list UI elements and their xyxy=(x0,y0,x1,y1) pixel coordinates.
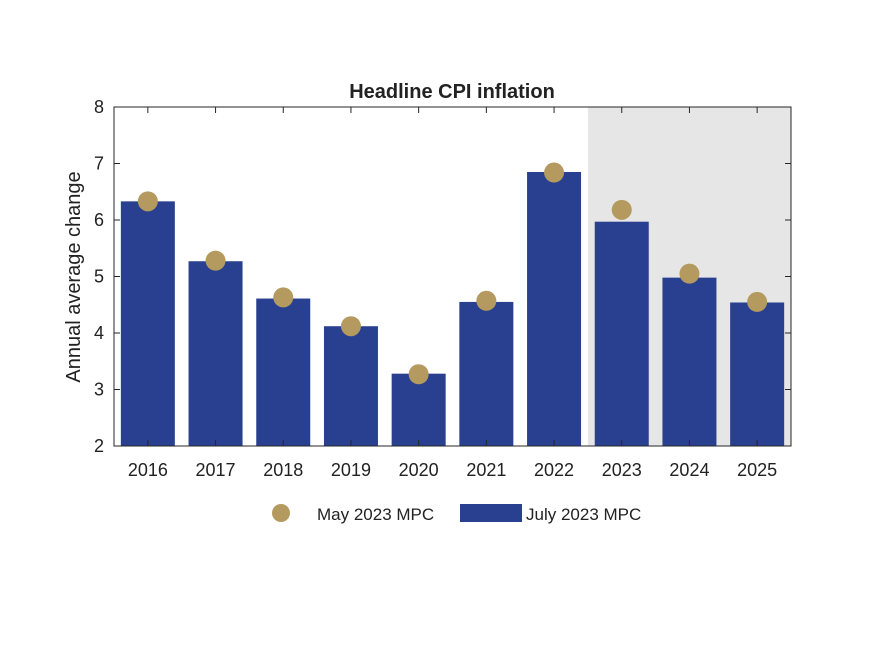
y-tick-label: 2 xyxy=(94,436,104,456)
bar-2016 xyxy=(120,201,175,446)
x-tick-label: 2016 xyxy=(128,460,168,480)
bar-2022 xyxy=(527,171,582,446)
marker-2022 xyxy=(544,162,565,183)
marker-2020 xyxy=(408,364,429,385)
marker-2016 xyxy=(137,191,158,212)
chart-title: Headline CPI inflation xyxy=(349,81,555,103)
bar-2025 xyxy=(730,302,785,446)
legend-swatch-july xyxy=(460,504,522,522)
y-tick-label: 5 xyxy=(94,267,104,287)
marker-2025 xyxy=(747,291,768,312)
legend-label-july: July 2023 MPC xyxy=(526,505,641,524)
y-tick-label: 3 xyxy=(94,380,104,400)
bar-2020 xyxy=(391,373,446,446)
y-tick-label: 7 xyxy=(94,154,104,174)
bar-2017 xyxy=(188,261,243,446)
marker-2019 xyxy=(340,316,361,337)
plot-area: 2 3 4 5 6 7 8 2016 2017 2018 2019 2020 2021 2022 2023 2… xyxy=(94,97,792,480)
x-tick-label: 2018 xyxy=(263,460,303,480)
bar-2019 xyxy=(323,326,378,446)
x-tick-label: 2019 xyxy=(331,460,371,480)
x-tick-label: 2020 xyxy=(399,460,439,480)
marker-2018 xyxy=(273,287,294,308)
y-tick-label: 6 xyxy=(94,210,104,230)
legend-label-may: May 2023 MPC xyxy=(317,505,434,524)
bar-2023 xyxy=(594,221,649,446)
x-tick-label: 2025 xyxy=(737,460,777,480)
marker-2023 xyxy=(611,199,632,220)
y-tick-label: 8 xyxy=(94,97,104,117)
x-tick-label: 2017 xyxy=(196,460,236,480)
bar-2018 xyxy=(256,298,311,446)
x-tick-label: 2022 xyxy=(534,460,574,480)
marker-2017 xyxy=(205,250,226,271)
x-tick-label: 2024 xyxy=(669,460,709,480)
x-tick-label: 2021 xyxy=(466,460,506,480)
legend-marker-may xyxy=(272,504,290,522)
y-tick-label: 4 xyxy=(94,323,104,343)
bar-2024 xyxy=(662,277,717,446)
bar-2021 xyxy=(459,301,514,446)
marker-2024 xyxy=(679,263,700,284)
legend: May 2023 MPC July 2023 MPC xyxy=(272,504,641,524)
y-axis-label: Annual average change xyxy=(63,171,85,382)
x-tick-label: 2023 xyxy=(602,460,642,480)
marker-2021 xyxy=(476,290,497,311)
